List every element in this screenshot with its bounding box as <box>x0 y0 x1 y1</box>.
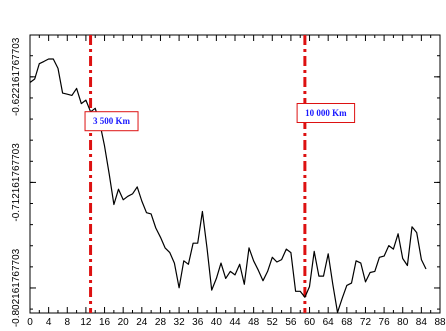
x-tick-label: 64 <box>323 317 335 328</box>
x-tick-label: 8 <box>64 317 70 328</box>
x-tick-label: 80 <box>397 317 409 328</box>
x-tick-label: 32 <box>174 317 186 328</box>
x-tick-label: 44 <box>229 317 241 328</box>
x-tick-label: 0 <box>27 317 33 328</box>
x-tick-label: 40 <box>211 317 223 328</box>
plot-area: 0 4 8 12 16 20 24 28 32 36 40 44 48 52 56 60 64 68 72 76 80 8… <box>11 34 446 328</box>
x-tick-label: 12 <box>80 317 92 328</box>
x-tick-label: 28 <box>155 317 167 328</box>
annotation-label: 10 000 Km <box>305 108 347 118</box>
x-tick-label: 36 <box>192 317 204 328</box>
x-tick-label: 72 <box>360 317 372 328</box>
x-tick-label: 88 <box>434 317 446 328</box>
annotation-box <box>84 111 139 132</box>
x-tick-label: 76 <box>379 317 391 328</box>
y-axis: -0.622161767703 -0.712161767703 -0.8021617… <box>11 37 440 327</box>
x-tick-label: 4 <box>46 317 52 328</box>
x-tick-label: 48 <box>248 317 260 328</box>
x-tick-label: 24 <box>136 317 148 328</box>
annotations: 3 500 Km 10 000 Km <box>84 103 356 132</box>
x-tick-label: 56 <box>285 317 297 328</box>
annotation-box <box>296 103 356 124</box>
annotation-label: 3 500 Km <box>93 116 131 126</box>
x-tick-label: 84 <box>416 317 428 328</box>
x-tick-label: 68 <box>341 317 353 328</box>
x-tick-label: 20 <box>118 317 130 328</box>
vertical-markers <box>89 35 307 313</box>
y-tick-label: -0.622161767703 <box>11 37 22 116</box>
x-tick-label: 52 <box>267 317 279 328</box>
x-axis: 0 4 8 12 16 20 24 28 32 36 40 44 48 52 56 60 64 68 72 76 80 8… <box>27 35 446 328</box>
series-line <box>29 58 427 313</box>
series-group <box>29 58 427 313</box>
x-tick-label: 16 <box>99 317 111 328</box>
y-tick-label: -0.712161767703 <box>11 143 22 222</box>
y-tick-label: -0.802161767703 <box>11 248 22 327</box>
x-tick-label: 60 <box>304 317 316 328</box>
